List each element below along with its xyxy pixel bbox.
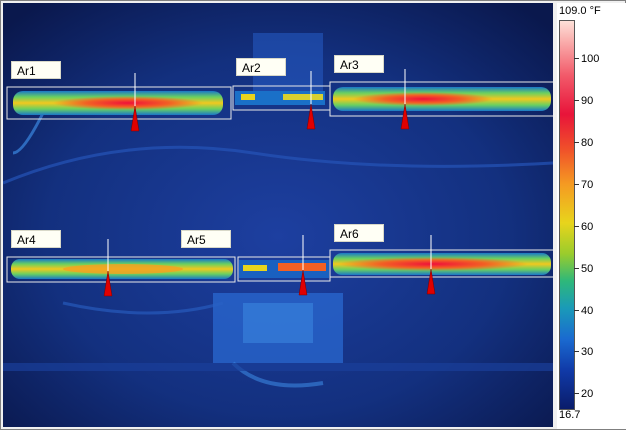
- scale-tick-90: 90: [581, 95, 594, 107]
- area-label-ar3[interactable]: Ar3: [334, 55, 384, 73]
- scale-min-label: 16.7: [559, 409, 581, 421]
- scale-max-label: 109.0 °F: [559, 5, 601, 17]
- area-label-ar6[interactable]: Ar6: [334, 224, 384, 242]
- area-box-ar6[interactable]: [329, 249, 553, 278]
- max-marker-ar1: [130, 105, 140, 132]
- scale-tick-40: 40: [581, 305, 594, 317]
- heat-strip-ar4: [11, 259, 233, 279]
- scale-tick-50: 50: [581, 263, 594, 275]
- scale-tick-30: 30: [581, 346, 594, 358]
- scale-tick-60: 60: [581, 221, 594, 233]
- area-label-ar2[interactable]: Ar2: [236, 58, 286, 76]
- temperature-scale: 109.0 °F 100 90 80 70 60 50 40 30 20 16.…: [557, 3, 626, 429]
- thermal-image: Ar1 Ar2 Ar3 Ar4 Ar5 Ar6: [3, 3, 553, 427]
- scale-tick-100: 100: [581, 53, 600, 65]
- max-marker-ar3: [400, 103, 410, 130]
- max-marker-ar5: [298, 269, 308, 296]
- color-bar: [559, 20, 575, 410]
- heat-strip-ar5: [239, 260, 329, 278]
- area-box-ar4[interactable]: [6, 256, 236, 283]
- scale-tick-70: 70: [581, 179, 594, 191]
- heat-strip-ar1: [13, 91, 223, 115]
- max-marker-ar6: [426, 268, 436, 295]
- max-marker-ar4: [103, 270, 113, 297]
- heat-strip-ar2: [235, 91, 325, 105]
- max-marker-ar2: [306, 103, 316, 130]
- area-box-ar3[interactable]: [329, 81, 553, 117]
- area-label-ar1[interactable]: Ar1: [11, 61, 61, 79]
- scale-tick-20: 20: [581, 388, 594, 400]
- scale-tick-80: 80: [581, 137, 594, 149]
- heat-strip-ar6: [333, 253, 551, 275]
- area-label-ar4[interactable]: Ar4: [11, 230, 61, 248]
- area-box-ar1[interactable]: [6, 86, 232, 120]
- heat-strip-ar3: [333, 87, 551, 111]
- area-label-ar5[interactable]: Ar5: [181, 230, 231, 248]
